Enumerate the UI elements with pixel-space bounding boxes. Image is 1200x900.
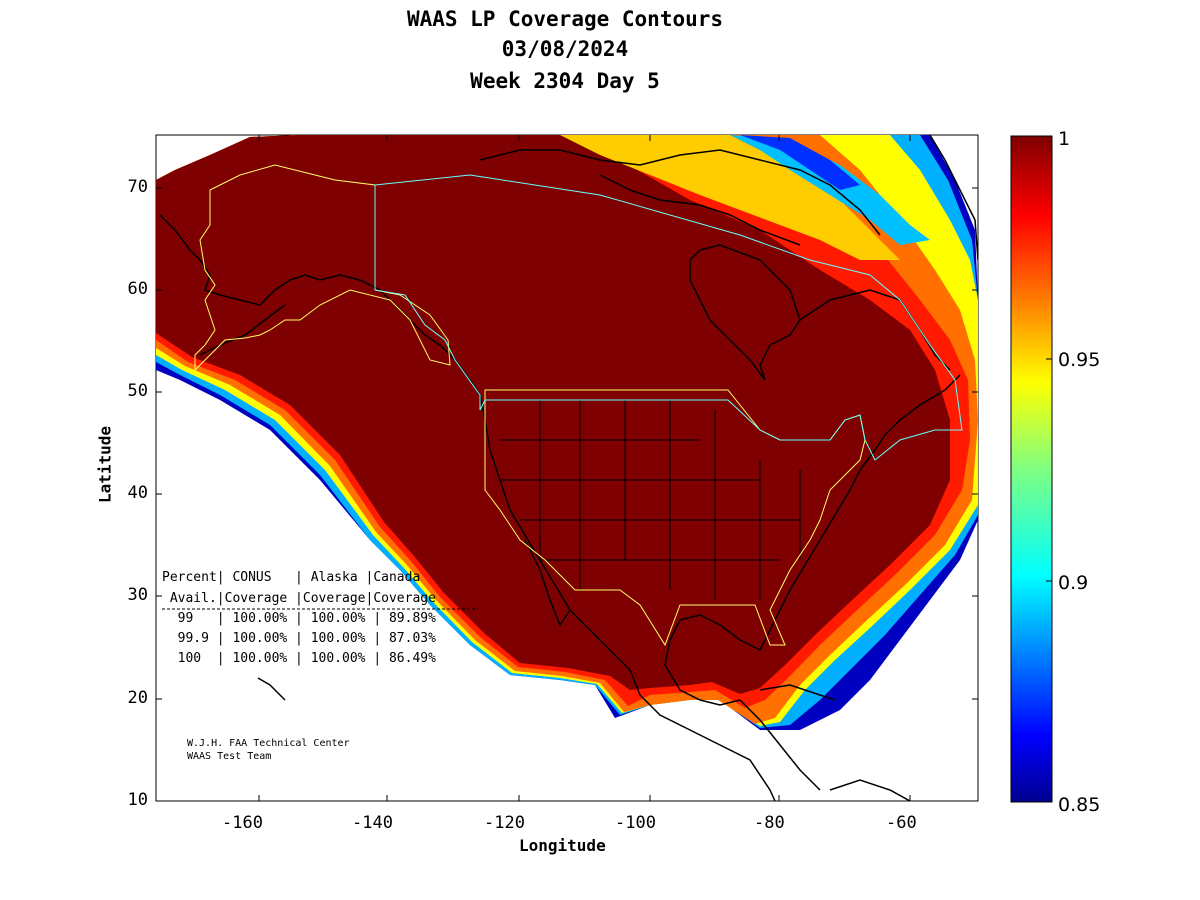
chart-title: WAAS LP Coverage Contours — [406, 7, 724, 31]
ytick-label: 40 — [127, 483, 148, 503]
xtick-label: -140 — [352, 813, 393, 833]
credit-line: WAAS Test Team — [187, 751, 272, 762]
axis-ticks — [156, 135, 978, 801]
colorbar-label: 0.9 — [1058, 572, 1089, 594]
colorbar-label-min: 0.85 — [1058, 794, 1101, 816]
x-axis-label: Longitude — [519, 836, 606, 855]
contour-arctic-deep — [740, 135, 860, 190]
ytick-label: 60 — [127, 279, 148, 299]
ytick-label: 10 — [127, 790, 148, 810]
colorbar-ticks — [1046, 358, 1052, 582]
ytick-label: 20 — [127, 688, 148, 708]
alaska-peninsula — [199, 304, 286, 356]
xtick-label: -60 — [886, 813, 917, 833]
contour-arctic-blue — [730, 135, 930, 245]
coverage-table-header2: Avail.|Coverage |Coverage|Coverage — [162, 591, 436, 606]
coverage-contours — [156, 135, 978, 730]
region-outlines — [194, 164, 963, 647]
coverage-table-header1: Percent| CONUS | Alaska |Canada — [162, 570, 421, 585]
canada-outline — [374, 174, 963, 461]
gulf-coast — [664, 614, 761, 706]
coverage-table-row: 99.9 | 100.00% | 100.00% | 87.03% — [162, 631, 436, 646]
credit-line: W.J.H. FAA Technical Center — [187, 738, 350, 749]
coverage-table-row: 99 | 100.00% | 100.00% | 89.89% — [162, 611, 436, 626]
xtick-label: -120 — [484, 813, 525, 833]
chart-week-day: Week 2304 Day 5 — [470, 69, 660, 93]
ytick-label: 70 — [127, 177, 148, 197]
hawaii — [257, 677, 286, 701]
contour-arctic — [560, 135, 900, 260]
colorbar-label-max: 1 — [1058, 128, 1071, 150]
state-boundaries — [485, 399, 801, 600]
east-coast — [759, 374, 961, 651]
central-america — [739, 699, 821, 791]
coverage-table-row: 100 | 100.00% | 100.00% | 86.49% — [162, 651, 436, 666]
south-america — [829, 779, 911, 801]
arctic-islands — [479, 149, 881, 236]
colorbar — [1010, 135, 1053, 803]
xtick-label: -160 — [222, 813, 263, 833]
colorbar-label: 0.95 — [1058, 349, 1101, 371]
xtick-label: -100 — [615, 813, 656, 833]
y-axis-label: Latitude — [95, 425, 115, 504]
baja — [524, 539, 571, 627]
xtick-label: -80 — [754, 813, 785, 833]
greenland — [929, 135, 978, 261]
alaska-coast — [159, 214, 481, 396]
contour-100 — [156, 135, 950, 694]
hudson-bay — [689, 244, 801, 381]
cuba — [759, 684, 836, 701]
ytick-label: 50 — [127, 381, 148, 401]
ytick-label: 30 — [127, 585, 148, 605]
chart-date: 03/08/2024 — [501, 37, 629, 61]
arctic-islands-2 — [599, 174, 801, 246]
